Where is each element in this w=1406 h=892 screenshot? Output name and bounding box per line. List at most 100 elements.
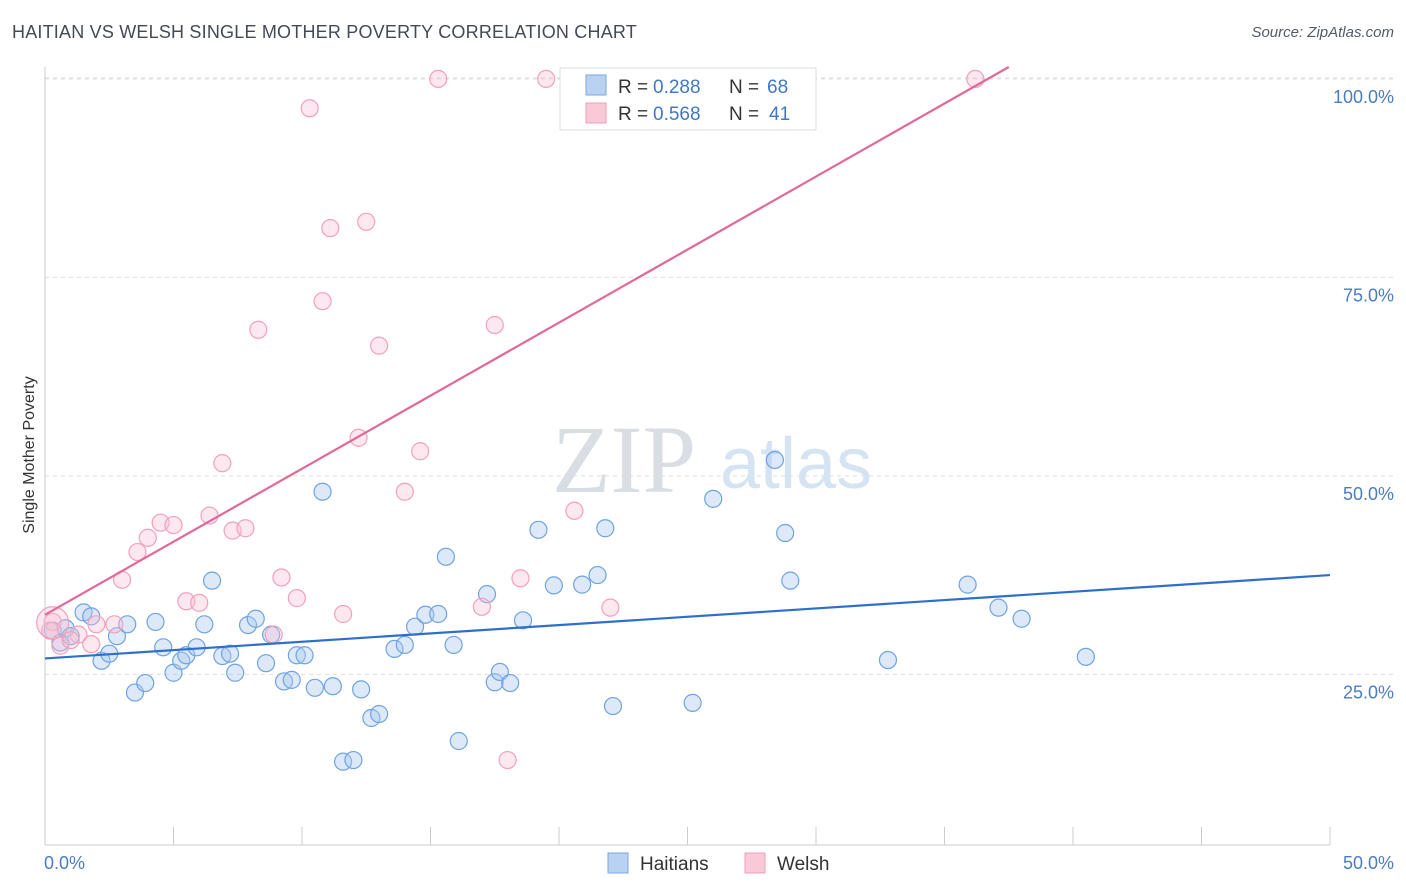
welsh-point [334,604,353,624]
welsh-point [370,336,389,355]
trend-lines [44,66,1331,660]
haitians-point [704,489,723,508]
haitians-point [776,523,795,543]
x-tick-label-max: 50.0% [1343,853,1394,873]
haitians-point [172,651,191,670]
series-legend-welsh: Welsh [777,854,829,875]
x-ticks [44,827,1331,845]
haitians-point [246,609,265,628]
legend-r-label-welsh: R = [618,104,648,125]
welsh-point [213,454,232,473]
haitians-point [444,635,463,655]
welsh-point [411,442,430,461]
welsh-point [601,598,620,617]
haitians-point [154,638,173,657]
haitians-trend-line [44,573,1331,660]
chart-title: HAITIAN VS WELSH SINGLE MOTHER POVERTY C… [12,22,637,42]
series-legend-swatch-welsh [744,852,766,874]
series-legend-haitians: Haitians [640,854,709,875]
haitians-point [485,673,504,692]
haitians-point [385,639,404,659]
y-tick-label: 25.0% [1343,682,1394,702]
watermark-zip: ZIP [552,406,696,513]
haitians-point [202,571,222,590]
haitians-point [501,673,520,693]
haitians-point [195,615,214,634]
haitians-point [395,635,414,655]
haitians-point [282,670,301,689]
y-tick-label: 75.0% [1343,285,1394,305]
welsh-point-cluster [36,606,70,640]
haitians-point [436,547,456,566]
haitians-point [256,654,276,673]
haitians-point [287,646,306,665]
source-label: Source: ZipAtlas.com [1251,24,1394,41]
haitians-point [429,604,448,624]
welsh-point [82,635,101,654]
welsh-point [41,621,60,640]
haitians-point [958,575,977,594]
welsh-point [190,593,209,612]
haitians-point [136,673,155,693]
haitians-point [878,650,898,670]
haitians-point [118,615,137,634]
haitians-point [781,571,800,590]
legend-swatch-haitians [585,74,607,96]
haitians-point [449,731,468,751]
haitians-point [92,651,111,670]
series-legend: Haitians Welsh [607,852,829,875]
correlation-legend: R = 0.288 N = 68 R = 0.568 N = 41 [559,67,817,131]
welsh-point [429,69,448,89]
y-axis-label: Single Mother Poverty [21,376,38,533]
welsh-point [300,99,319,118]
legend-r-value-welsh: 0.568 [653,104,701,125]
legend-n-value-welsh: 41 [769,104,790,125]
welsh-point [357,212,376,231]
haitians-point [107,627,127,646]
y-tick-label: 50.0% [1343,484,1394,504]
haitians-point [416,605,435,624]
haitians-point [352,680,371,699]
welsh-point [164,515,183,535]
series-legend-swatch-haitians [607,852,629,874]
haitians-point [274,672,294,691]
welsh-point [287,589,306,608]
legend-r-label-haitians: R = [618,77,648,98]
haitians-point [544,576,563,595]
haitians-point [344,750,363,770]
haitians-point [305,678,324,697]
y-tick-label: 100.0% [1333,87,1394,107]
welsh-point [87,615,106,634]
haitians-point [765,450,784,470]
legend-n-value-haitians: 68 [767,77,788,98]
haitians-point [603,696,623,716]
legend-n-label-haitians: N = [729,77,759,98]
haitians-point [1012,609,1031,628]
haitians-point [1076,647,1095,666]
welsh-point [313,292,332,311]
welsh-point [565,501,584,520]
haitians-point [989,598,1008,617]
welsh-point [236,519,255,538]
haitians-point [573,575,592,594]
legend-n-label-welsh: N = [729,104,759,125]
welsh-points [36,69,985,770]
welsh-point [472,597,491,616]
welsh-point [105,615,124,634]
haitians-point [596,519,615,538]
haitians-points [43,450,1095,771]
legend-r-value-haitians: 0.288 [653,77,701,98]
watermark: ZIP atlas [552,406,872,513]
welsh-point [537,69,556,89]
haitians-point [226,663,245,682]
welsh-point [249,320,268,339]
haitians-point [513,611,533,630]
haitians-point [490,662,509,682]
haitians-point [529,520,548,539]
welsh-point [395,482,414,501]
haitians-point [370,704,389,724]
x-tick-label-min: 0.0% [44,853,85,873]
haitians-point [683,693,702,712]
haitians-point [323,677,342,696]
